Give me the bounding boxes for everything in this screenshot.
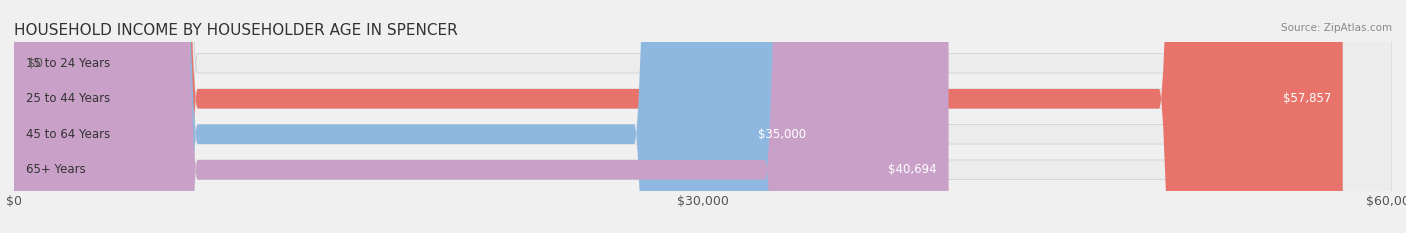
FancyBboxPatch shape — [14, 0, 1392, 233]
Text: 45 to 64 Years: 45 to 64 Years — [25, 128, 110, 141]
Text: Source: ZipAtlas.com: Source: ZipAtlas.com — [1281, 23, 1392, 33]
FancyBboxPatch shape — [14, 0, 1343, 233]
Text: 15 to 24 Years: 15 to 24 Years — [25, 57, 110, 70]
FancyBboxPatch shape — [14, 0, 1392, 233]
FancyBboxPatch shape — [14, 0, 949, 233]
Text: $35,000: $35,000 — [758, 128, 807, 141]
Text: $0: $0 — [28, 57, 42, 70]
Text: 65+ Years: 65+ Years — [25, 163, 86, 176]
FancyBboxPatch shape — [14, 0, 1392, 233]
FancyBboxPatch shape — [14, 0, 818, 233]
Text: $40,694: $40,694 — [889, 163, 938, 176]
Text: $57,857: $57,857 — [1282, 92, 1331, 105]
Text: 25 to 44 Years: 25 to 44 Years — [25, 92, 110, 105]
Text: HOUSEHOLD INCOME BY HOUSEHOLDER AGE IN SPENCER: HOUSEHOLD INCOME BY HOUSEHOLDER AGE IN S… — [14, 23, 458, 38]
FancyBboxPatch shape — [14, 0, 1392, 233]
